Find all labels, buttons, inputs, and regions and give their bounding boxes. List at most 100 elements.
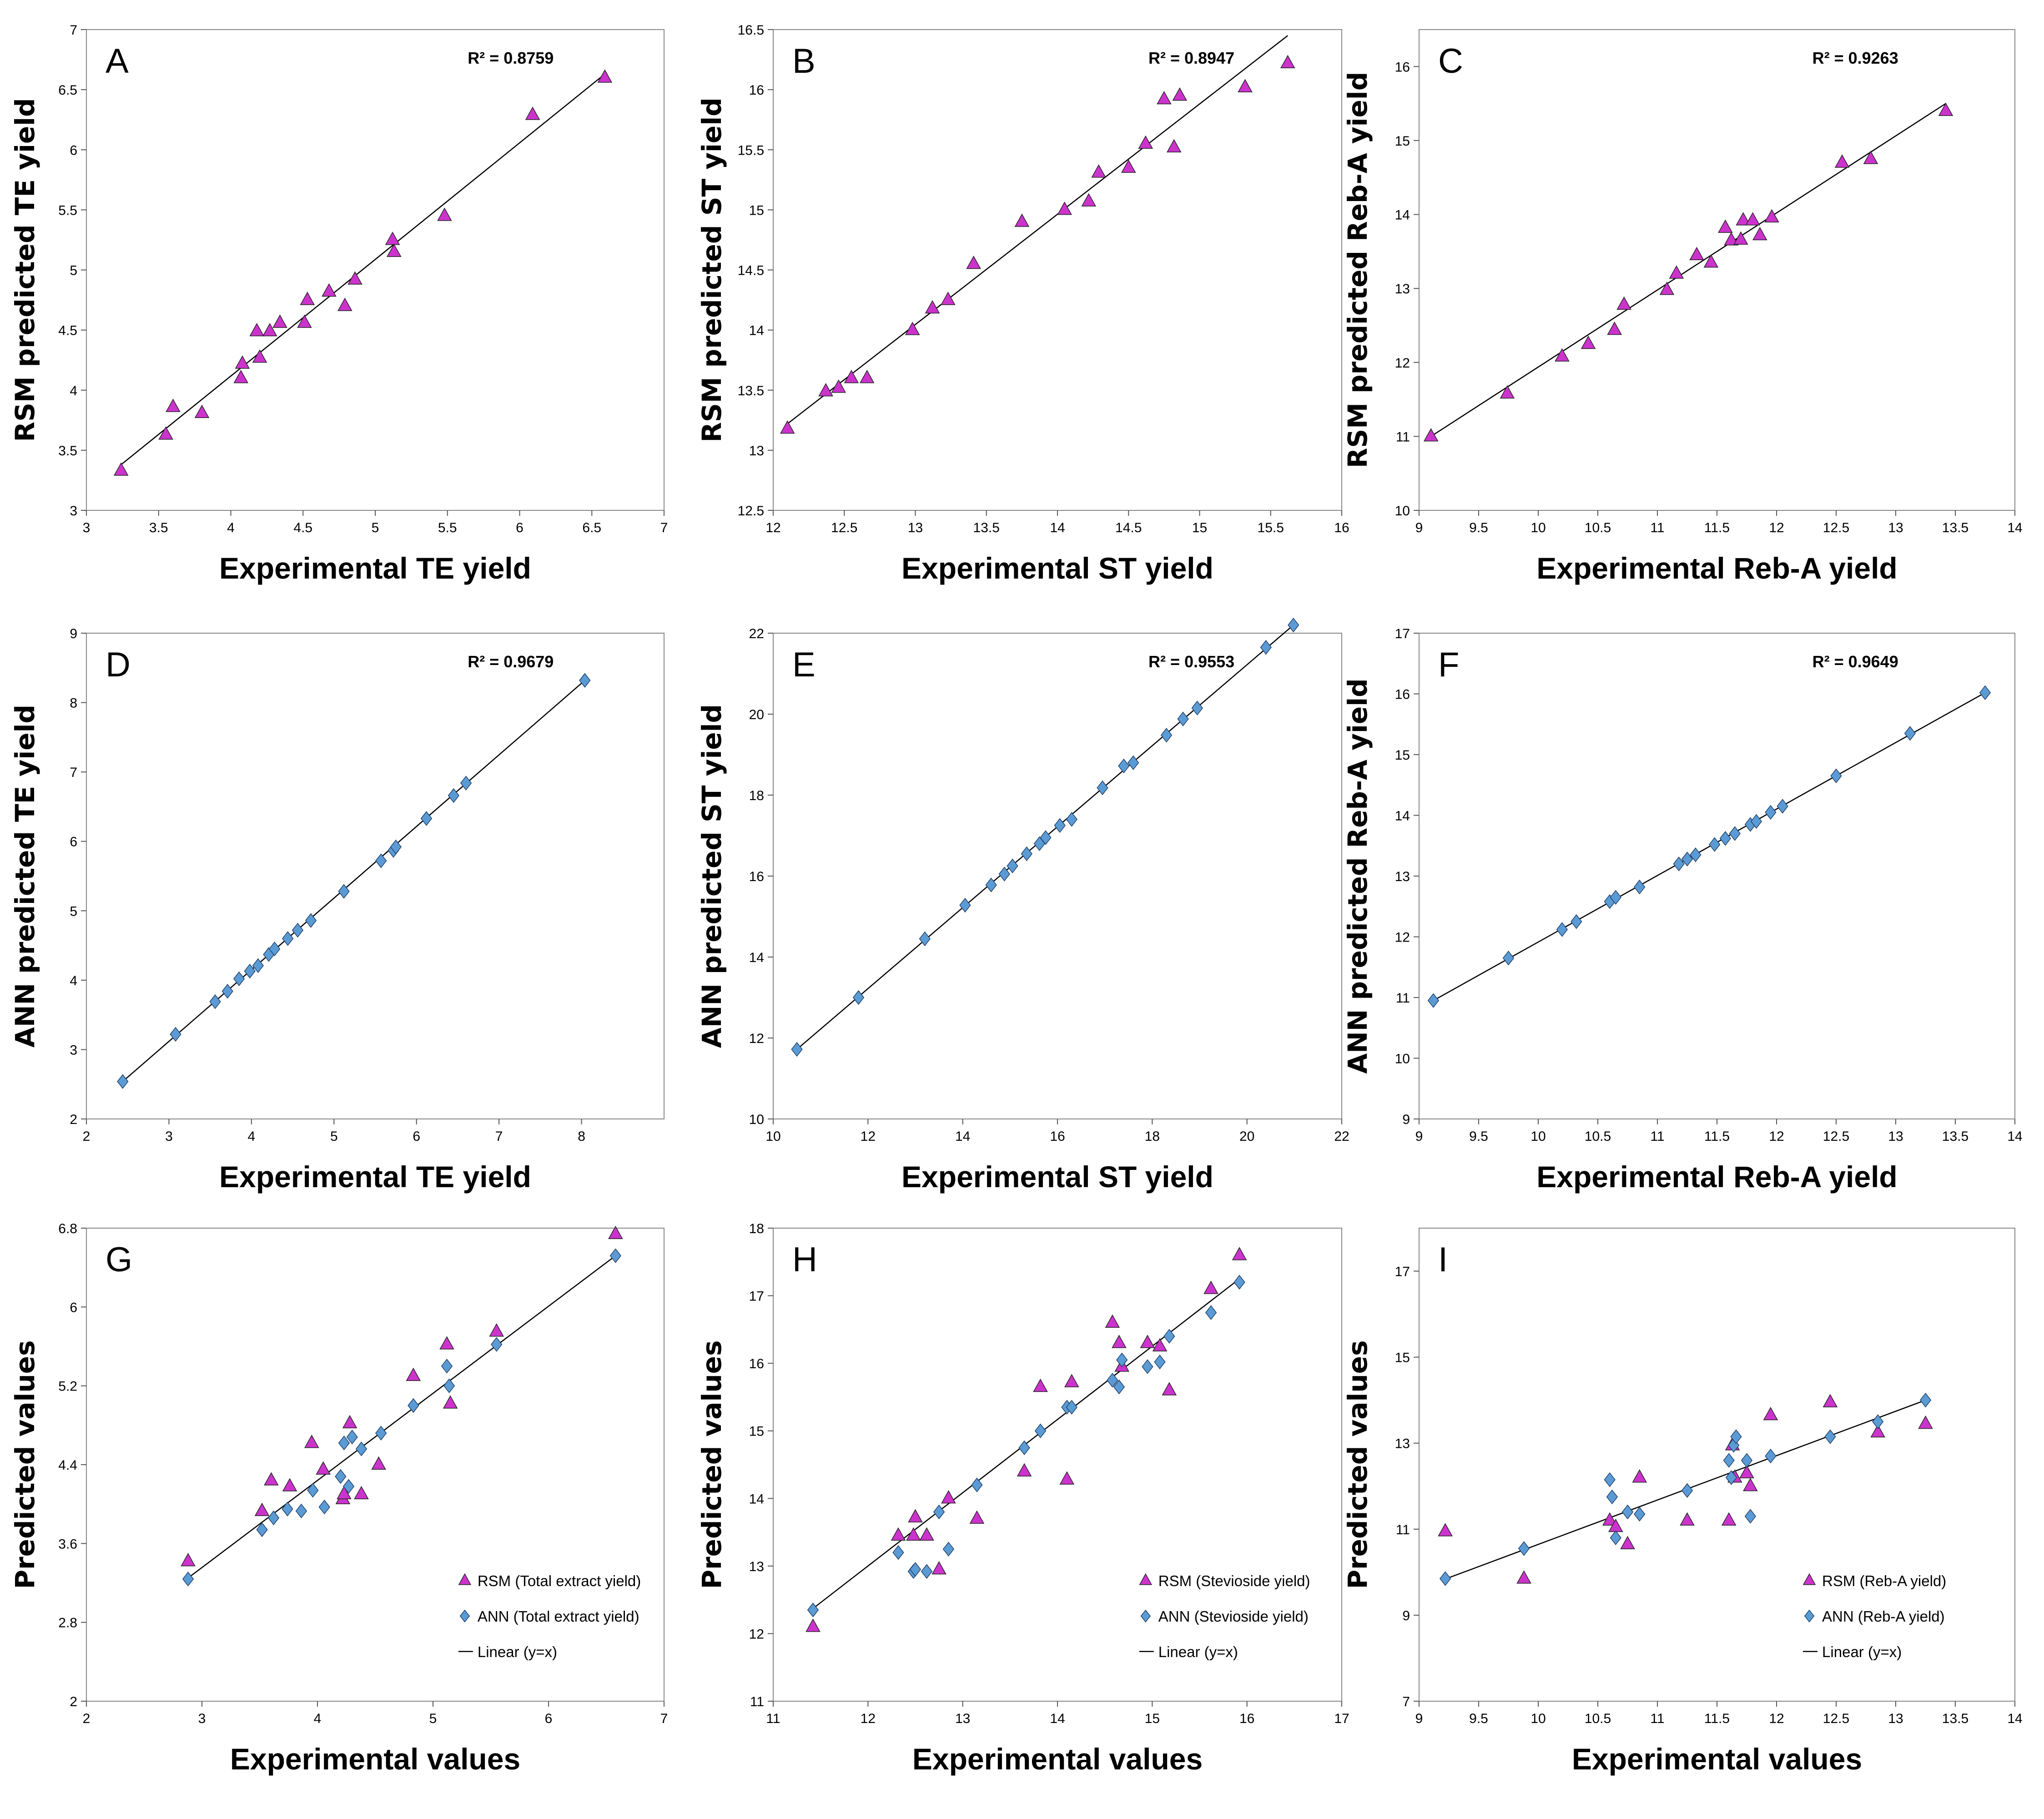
panel-i-ann-point xyxy=(1681,1483,1693,1498)
panel-g-legend-ann-marker xyxy=(459,1609,470,1623)
panel-f-r-squared: R² = 0.9649 xyxy=(1812,652,1898,671)
panel-g-panel-letter: G xyxy=(106,1240,132,1279)
panel-g-rsm-point xyxy=(406,1367,421,1381)
panel-e-ytick-label: 14 xyxy=(749,950,764,965)
panel-a-rsm-point xyxy=(387,243,402,257)
panel-e-ann-point xyxy=(1191,700,1203,716)
panel-i-ytick-label: 11 xyxy=(1396,1522,1410,1537)
panel-h-rsm-point xyxy=(919,1527,934,1541)
panel-f-ann-point xyxy=(1673,857,1685,872)
panel-c-xtick-label: 12 xyxy=(1769,520,1784,535)
panel-h-rsm-point xyxy=(1203,1280,1218,1294)
panel-c-rsm-point xyxy=(1659,282,1675,295)
panel-g-ann-point xyxy=(375,1426,387,1441)
panel-a-r-squared: R² = 0.8759 xyxy=(468,49,554,67)
panel-i-rsm-point xyxy=(1438,1523,1453,1537)
panel-h-xaxis-label: Experimental values xyxy=(912,1742,1203,1776)
panel-c-rsm-point xyxy=(1764,209,1779,223)
panel-h-legend-ann-label: ANN (Stevioside yield) xyxy=(1158,1608,1309,1625)
panel-g-ann-point xyxy=(318,1499,330,1515)
panel-c-rsm-point xyxy=(1500,385,1515,399)
panel-a-ytick-label: 6 xyxy=(70,143,77,158)
panel-h-ann-point xyxy=(1142,1359,1153,1374)
panel-d-ytick-label: 6 xyxy=(70,835,77,850)
panel-g-xtick-label: 6 xyxy=(545,1711,553,1726)
panel-g-ytick-label: 6.8 xyxy=(58,1221,77,1236)
panel-a-rsm-point xyxy=(437,207,452,221)
panel-f-ann-point xyxy=(1979,685,1991,700)
panel-b-xtick-label: 15 xyxy=(1192,520,1207,535)
panel-e-ytick-label: 20 xyxy=(749,707,764,722)
panel-f-ann-point xyxy=(1719,831,1731,846)
panel-f-ytick-label: 17 xyxy=(1395,626,1410,641)
panel-c-rsm-point xyxy=(1423,428,1439,442)
panel-d-ann-point xyxy=(244,963,256,979)
panel-d-ann-point xyxy=(282,931,294,946)
panel-e-plot-area xyxy=(773,633,1342,1119)
panel-h-legend-ann-marker xyxy=(1140,1609,1151,1623)
panel-e-ann-point xyxy=(1040,830,1052,845)
panel-i-ann-point xyxy=(1765,1448,1777,1464)
panel-h-xtick-label: 17 xyxy=(1334,1711,1349,1726)
panel-i-xtick-label: 9 xyxy=(1415,1711,1423,1726)
panel-b-rsm-point xyxy=(941,292,956,305)
panel-c-plot-area xyxy=(1419,29,2015,511)
panel-d-ann-point xyxy=(375,853,387,868)
panel-d-r-squared: R² = 0.9679 xyxy=(468,652,554,671)
panel-g-rsm-point xyxy=(337,1486,352,1500)
panel-d-ann-point xyxy=(269,941,281,957)
panel-f: 9 9.5 10 10.5 11 11.5 12 12.5 13 13.5 14 9 10 11 12 13 1… xyxy=(1342,626,2023,1194)
panel-d-xtick-label: 2 xyxy=(83,1129,91,1144)
panel-b-rsm-point xyxy=(966,256,981,269)
panel-g-ytick-label: 6 xyxy=(70,1300,77,1315)
panel-d-ann-point xyxy=(233,971,245,987)
panel-i-xtick-label: 11.5 xyxy=(1704,1711,1730,1726)
panel-g-ann-point xyxy=(491,1337,503,1352)
panel-f-ann-point xyxy=(1729,826,1741,841)
panel-g-ann-point xyxy=(295,1503,307,1519)
panel-a-yaxis-label: RSM predicted TE yield xyxy=(10,98,40,442)
panel-f-ann-point xyxy=(1777,799,1788,814)
panel-b-xtick-label: 12.5 xyxy=(831,520,857,535)
panel-f-xtick-label: 10 xyxy=(1530,1129,1546,1144)
panel-h-yaxis-label: Predicted values xyxy=(696,1340,727,1589)
panel-g-ann-point xyxy=(355,1441,368,1456)
panel-d-ann-point xyxy=(390,839,402,855)
panel-b-plot-area xyxy=(773,29,1342,511)
panel-c-rsm-point xyxy=(1752,227,1767,241)
panel-c-rsm-point xyxy=(1607,321,1622,335)
panel-d-xtick-label: 7 xyxy=(495,1129,503,1144)
panel-g-rsm-point xyxy=(354,1486,369,1500)
panel-c-ytick-label: 16 xyxy=(1395,60,1410,75)
panel-i-ann-point xyxy=(1730,1429,1742,1444)
panel-i-ann-point xyxy=(1439,1571,1451,1586)
panel-c-xtick-label: 10.5 xyxy=(1585,520,1611,535)
panel-i-ann-point xyxy=(1604,1472,1616,1487)
panel-e-yaxis-label: ANN predicted ST yield xyxy=(696,704,727,1048)
panel-h-xtick-label: 15 xyxy=(1145,1711,1160,1726)
panel-d-ann-point xyxy=(579,673,591,688)
panel-h-ann-point xyxy=(1113,1379,1125,1395)
panel-e-ytick-label: 16 xyxy=(749,869,764,884)
panel-d-xtick-label: 6 xyxy=(413,1129,420,1144)
panel-g-ytick-label: 4.4 xyxy=(58,1458,77,1473)
panel-e-xtick-label: 18 xyxy=(1145,1129,1160,1144)
panel-f-ytick-label: 11 xyxy=(1396,991,1410,1006)
panel-a-rsm-point xyxy=(300,292,315,305)
panel-h-ann-point xyxy=(971,1477,983,1492)
panel-d-ann-point xyxy=(420,811,433,826)
panel-h-ytick-label: 13 xyxy=(749,1559,764,1574)
panel-e-panel-letter: E xyxy=(792,645,816,684)
panel-a-xtick-label: 5 xyxy=(372,520,379,535)
panel-e-ann-point xyxy=(1021,846,1032,862)
panel-h-ann-point xyxy=(1205,1305,1217,1320)
panel-h-ytick-label: 14 xyxy=(749,1491,764,1507)
panel-c-xtick-label: 11 xyxy=(1650,520,1664,535)
panel-a-rsm-point xyxy=(337,297,352,311)
panel-i-ytick-label: 13 xyxy=(1395,1436,1410,1451)
panel-d-ann-point xyxy=(170,1027,181,1042)
panel-c-rsm-point xyxy=(1689,247,1704,260)
panel-i-rsm-point xyxy=(1739,1465,1754,1478)
panel-g-rsm-point xyxy=(316,1461,331,1475)
panel-c-ytick-label: 13 xyxy=(1395,282,1410,297)
